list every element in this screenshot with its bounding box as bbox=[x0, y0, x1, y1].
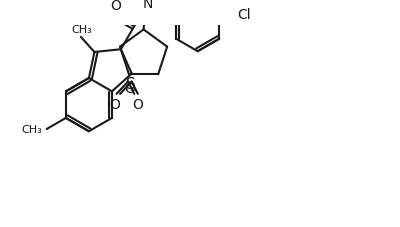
Text: O: O bbox=[124, 81, 135, 95]
Text: O: O bbox=[132, 97, 143, 111]
Text: O: O bbox=[110, 0, 121, 13]
Text: CH₃: CH₃ bbox=[71, 25, 92, 35]
Text: S: S bbox=[126, 77, 136, 92]
Text: O: O bbox=[109, 97, 120, 111]
Text: Cl: Cl bbox=[237, 8, 250, 22]
Text: N: N bbox=[142, 0, 153, 11]
Text: CH₃: CH₃ bbox=[22, 124, 42, 134]
